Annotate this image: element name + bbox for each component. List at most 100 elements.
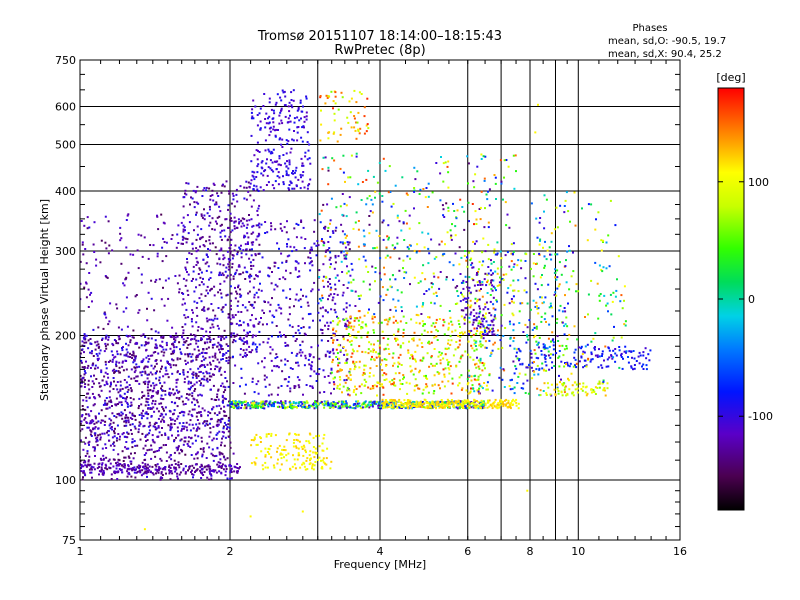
data-point bbox=[418, 401, 420, 404]
data-point bbox=[187, 436, 190, 439]
data-point bbox=[376, 246, 379, 249]
data-point bbox=[367, 169, 370, 172]
data-point bbox=[431, 384, 434, 387]
data-point bbox=[372, 247, 375, 250]
data-point bbox=[363, 314, 366, 317]
data-point bbox=[345, 406, 348, 409]
data-point bbox=[88, 226, 91, 229]
data-point bbox=[154, 400, 157, 403]
data-point bbox=[134, 380, 137, 382]
data-point bbox=[163, 241, 166, 243]
data-point bbox=[262, 189, 265, 192]
data-point bbox=[403, 405, 406, 408]
data-point bbox=[313, 281, 316, 284]
data-point bbox=[252, 241, 255, 244]
data-point bbox=[259, 186, 262, 189]
data-point bbox=[456, 407, 459, 410]
data-point bbox=[330, 392, 332, 395]
data-point bbox=[339, 167, 342, 170]
data-point bbox=[484, 155, 487, 158]
data-point bbox=[283, 445, 286, 448]
data-point bbox=[496, 300, 498, 303]
data-point bbox=[367, 348, 370, 351]
data-point bbox=[461, 293, 463, 296]
data-point bbox=[107, 361, 110, 363]
data-point bbox=[186, 337, 189, 339]
data-point bbox=[474, 173, 477, 176]
data-point bbox=[140, 360, 143, 363]
data-point bbox=[344, 349, 347, 352]
data-point bbox=[285, 165, 288, 168]
data-point bbox=[104, 336, 107, 339]
data-point bbox=[406, 246, 409, 249]
data-point bbox=[174, 339, 177, 342]
data-point bbox=[285, 172, 288, 175]
data-point bbox=[386, 343, 389, 346]
data-point bbox=[245, 219, 248, 222]
data-point bbox=[117, 458, 120, 461]
data-point bbox=[154, 359, 157, 362]
data-point bbox=[100, 371, 103, 374]
data-point bbox=[284, 400, 287, 403]
data-point bbox=[195, 213, 197, 216]
data-point bbox=[293, 387, 296, 389]
data-point bbox=[199, 365, 201, 368]
data-point bbox=[157, 426, 160, 429]
data-point bbox=[484, 207, 486, 210]
data-point bbox=[83, 379, 86, 382]
data-point bbox=[322, 244, 325, 247]
data-point bbox=[124, 419, 127, 422]
data-point bbox=[371, 401, 374, 404]
data-point bbox=[171, 434, 173, 437]
data-point bbox=[193, 290, 196, 293]
data-point bbox=[509, 406, 512, 408]
data-point bbox=[285, 459, 288, 462]
data-point bbox=[471, 277, 474, 280]
data-point bbox=[329, 219, 332, 222]
data-point bbox=[339, 406, 342, 409]
data-point bbox=[107, 252, 110, 255]
data-point bbox=[81, 241, 84, 244]
data-point bbox=[305, 115, 308, 118]
data-point bbox=[339, 405, 342, 408]
data-point bbox=[265, 112, 268, 115]
data-point bbox=[227, 316, 230, 319]
data-point bbox=[144, 436, 147, 438]
data-point bbox=[187, 413, 190, 416]
data-point bbox=[348, 371, 351, 374]
data-point bbox=[480, 190, 483, 193]
data-point bbox=[165, 341, 168, 344]
data-point bbox=[340, 369, 343, 371]
data-point bbox=[371, 405, 374, 408]
data-point bbox=[181, 336, 183, 339]
data-point bbox=[364, 364, 367, 367]
data-point bbox=[145, 468, 148, 471]
data-point bbox=[139, 466, 141, 469]
data-point bbox=[184, 237, 187, 240]
data-point bbox=[211, 217, 214, 220]
data-point bbox=[85, 282, 88, 285]
data-point bbox=[91, 419, 94, 422]
data-point bbox=[355, 137, 358, 140]
data-point bbox=[282, 183, 285, 186]
data-point bbox=[355, 393, 357, 396]
data-point bbox=[290, 351, 293, 354]
data-point bbox=[269, 152, 272, 155]
data-point bbox=[354, 403, 356, 405]
data-point bbox=[324, 156, 327, 159]
data-point bbox=[184, 229, 186, 232]
data-point bbox=[203, 245, 206, 248]
data-point bbox=[317, 344, 319, 347]
data-point bbox=[94, 426, 97, 429]
data-point bbox=[506, 251, 509, 254]
data-point bbox=[95, 378, 98, 380]
data-point bbox=[340, 223, 343, 226]
data-point bbox=[249, 303, 252, 306]
data-point bbox=[481, 334, 483, 337]
data-point bbox=[169, 426, 172, 429]
data-point bbox=[164, 468, 167, 471]
data-point bbox=[98, 412, 100, 415]
data-point bbox=[171, 343, 173, 346]
data-point bbox=[130, 452, 132, 455]
data-point bbox=[252, 286, 255, 289]
